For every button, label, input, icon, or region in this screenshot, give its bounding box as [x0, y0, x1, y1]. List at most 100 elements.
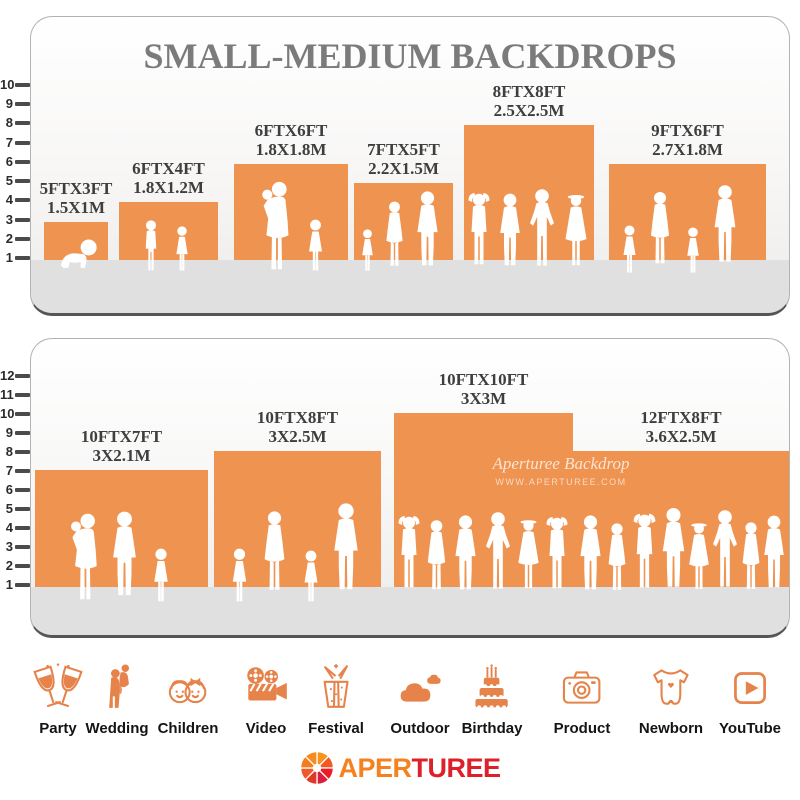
ruler-tick: 1 [0, 578, 31, 592]
tick-mark [15, 526, 30, 530]
tick-mark [15, 469, 30, 473]
backdrop-size-label: 5FTX3FT 1.5X1M [39, 179, 113, 217]
category-outdoor: Outdoor [390, 662, 450, 737]
silhouette-mother-baby-girl [262, 181, 322, 271]
floor-band [31, 587, 789, 635]
tick-mark [15, 412, 30, 416]
tick-mark [15, 583, 30, 587]
category-wedding: Wedding [85, 662, 149, 737]
category-product: Product [554, 662, 610, 737]
backdrop-size-label: 8FTX8FT 2.5X2.5M [492, 82, 566, 120]
children-icon [169, 677, 207, 704]
product-icon [563, 671, 601, 704]
silhouette-four-adults [468, 189, 587, 266]
ruler-tick: 9 [0, 97, 31, 111]
panel-small-backdrops: SMALL-MEDIUM BACKDROPS 10 9 8 7 [0, 16, 790, 316]
silhouette-crawling-baby [61, 239, 97, 268]
page-title: SMALL-MEDIUM BACKDROPS [143, 36, 677, 76]
ruler-tick: 3 [0, 540, 31, 554]
ruler-tick: 8 [0, 116, 31, 130]
category-children: Children [158, 662, 218, 737]
backdrop-size-label: 6FTX4FT 1.8X1.2M [132, 159, 205, 197]
aperture-icon [300, 750, 335, 786]
silhouette-two-children [145, 220, 188, 271]
backdrop-8x8ft: 8FTX8FT 2.5X2.5M [464, 82, 594, 266]
ruler-tick: 7 [0, 135, 31, 150]
ruler-tick: 12 [0, 369, 31, 383]
tick-mark [15, 217, 30, 222]
ruler-tick: 10 [0, 78, 31, 92]
birthday-icon [475, 664, 509, 710]
tick-mark [15, 507, 30, 511]
tick-mark [15, 564, 30, 568]
silhouette-group-six [398, 512, 568, 590]
brand-name: APERTUREE [338, 752, 501, 783]
tick-mark [15, 179, 30, 184]
panel-medium-backdrops: 12 11 10 9 8 7 [0, 338, 790, 638]
ruler-tick: 5 [0, 174, 31, 188]
ruler-tick: 8 [0, 445, 31, 459]
category-row: Party Wedding [0, 662, 800, 754]
category-festival: Festival [308, 662, 364, 737]
outdoor-icon [400, 674, 441, 702]
ruler-tick: 4 [0, 193, 31, 207]
ruler-tick: 2 [0, 559, 31, 573]
ruler-tick: 7 [0, 464, 31, 478]
ruler-tick: 1 [0, 250, 31, 265]
backdrop-size-label: 6FTX6FT 1.8X1.8M [254, 121, 328, 159]
backdrop-6x4ft: 6FTX4FT 1.8X1.2M [119, 159, 218, 271]
ruler-feet-scale: 12 11 10 9 8 7 [0, 369, 31, 592]
silhouette-family-three [362, 191, 438, 271]
backdrop-9x6ft: 9FTX6FT 2.7X1.8M [609, 121, 766, 273]
backdrop-size-label: 10FTX8FT 3X2.5M [256, 408, 339, 446]
backdrop-size-label: 10FTX10FT 3X3M [438, 370, 529, 408]
ruler-tick: 6 [0, 154, 31, 169]
silhouette-crowd [580, 507, 784, 590]
silhouette-family-four [232, 503, 358, 602]
tick-mark [15, 255, 30, 260]
ruler-tick: 11 [0, 388, 31, 402]
backdrop-6x6ft: 6FTX6FT 1.8X1.8M [234, 121, 348, 271]
backdrop-12x8ft: 12FTX8FT 3.6X2.5M [573, 408, 789, 590]
ruler-tick: 5 [0, 502, 31, 516]
newborn-icon [653, 669, 689, 705]
brand-logo: APERTUREE [0, 750, 800, 786]
category-newborn: Newborn [639, 662, 703, 737]
tick-mark [15, 393, 30, 397]
tick-mark [15, 374, 30, 378]
category-video: Video [241, 662, 291, 737]
backdrop-size-label: 12FTX8FT 3.6X2.5M [640, 408, 722, 446]
silhouette-family-three [71, 511, 168, 602]
festival-icon [323, 664, 349, 708]
tick-mark [15, 236, 30, 241]
wedding-icon [108, 664, 129, 708]
backdrop-10x10ft: 10FTX10FT 3X3M [394, 370, 573, 590]
tick-mark [15, 159, 30, 164]
tick-mark [15, 450, 30, 454]
ruler-tick: 6 [0, 483, 31, 497]
ruler-tick: 4 [0, 521, 31, 535]
tick-mark [15, 140, 30, 145]
tick-mark [15, 102, 30, 107]
backdrop-10x7ft: 10FTX7FT 3X2.1M [35, 427, 208, 602]
floor-band [31, 260, 789, 313]
backdrop-5x3ft: 5FTX3FT 1.5X1M [40, 179, 112, 268]
ruler-tick: 2 [0, 231, 31, 246]
backdrop-size-label: 7FTX5FT 2.2X1.5M [367, 140, 440, 178]
party-icon [33, 663, 83, 708]
category-party: Party [33, 662, 83, 737]
ruler-feet-scale: 10 9 8 7 6 5 [0, 78, 31, 265]
ruler-tick: 10 [0, 407, 31, 421]
tick-mark [15, 198, 30, 203]
youtube-icon [734, 672, 766, 704]
tick-mark [15, 431, 30, 435]
backdrop-size-label: 10FTX7FT 3X2.1M [80, 427, 163, 465]
backdrop-10x8ft: 10FTX8FT 3X2.5M [214, 408, 381, 602]
tick-mark [15, 545, 30, 549]
tick-mark [15, 121, 30, 126]
ruler-tick: 3 [0, 212, 31, 227]
video-icon [247, 667, 287, 701]
category-youtube: YouTube [719, 662, 781, 737]
backdrop-7x5ft: 7FTX5FT 2.2X1.5M [354, 140, 453, 271]
category-birthday: Birthday [462, 662, 522, 737]
